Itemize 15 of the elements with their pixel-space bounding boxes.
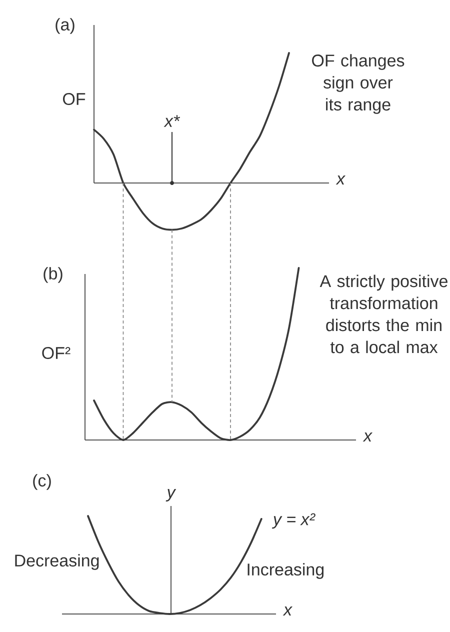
chart-title: (a) bbox=[56, 18, 74, 34]
x-axis-title: x bbox=[336, 176, 346, 184]
text: OF changes sign over its range bbox=[312, 54, 404, 114]
text: A strictly positive transformation distorts the min to a local max bbox=[320, 274, 448, 354]
annotation: Increasing bbox=[248, 563, 324, 579]
x-axis-title: x bbox=[362, 432, 373, 442]
series-label: y = x² bbox=[272, 513, 316, 529]
annotation: x* bbox=[164, 115, 180, 127]
y-axis-title: OF² bbox=[42, 346, 70, 360]
x-axis-title: x bbox=[282, 606, 293, 616]
chart-title: (c) bbox=[33, 474, 51, 490]
annotation: Decreasing bbox=[15, 554, 99, 570]
y-axis-title: y bbox=[166, 488, 176, 502]
y-axis-title: OF bbox=[63, 92, 86, 106]
chart-title: (b) bbox=[44, 267, 62, 283]
